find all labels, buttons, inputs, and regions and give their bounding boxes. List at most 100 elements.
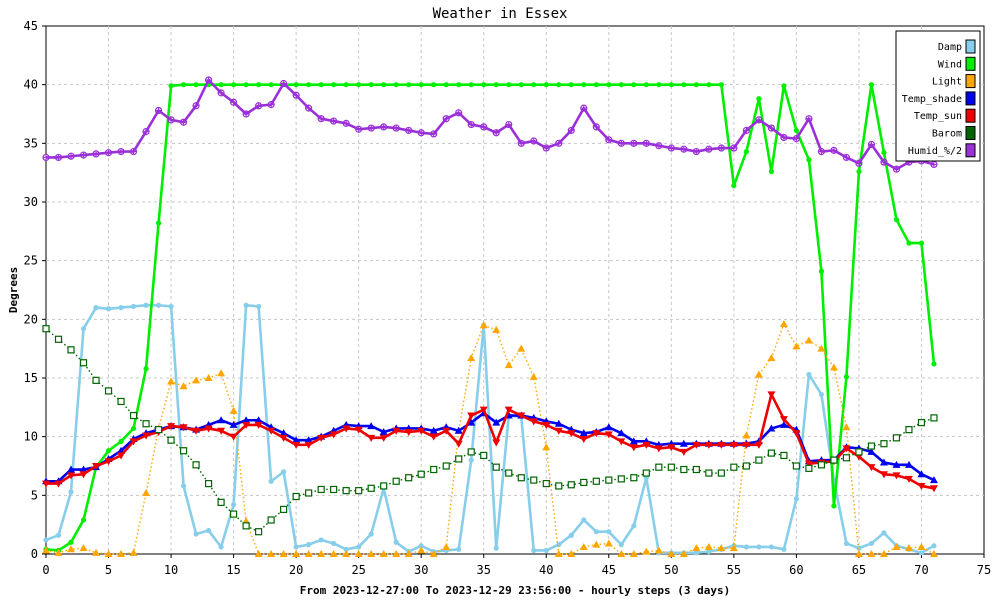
data-point-temp-sun xyxy=(592,430,601,438)
data-point-light xyxy=(729,544,738,552)
data-point-temp-shade xyxy=(429,426,438,434)
data-point-barom xyxy=(705,469,713,477)
data-point-wind xyxy=(693,82,699,88)
data-point-temp-sun xyxy=(142,432,151,440)
data-point-light xyxy=(429,550,438,557)
plot-area xyxy=(45,25,985,555)
legend-item-barom: Barom xyxy=(932,126,976,140)
x-tick-label: 25 xyxy=(351,563,365,577)
data-point-wind xyxy=(293,82,299,88)
x-tick-label: 65 xyxy=(852,563,866,577)
data-point-temp-sun xyxy=(804,460,813,468)
data-point-light xyxy=(917,542,926,550)
data-point-wind xyxy=(931,361,937,367)
series-layer xyxy=(42,76,938,557)
x-tick-label: 45 xyxy=(602,563,616,577)
data-point-temp-sun xyxy=(604,431,613,439)
data-point-barom xyxy=(280,505,288,514)
data-point-damp xyxy=(180,483,187,489)
data-point-barom xyxy=(54,335,63,343)
data-point-light xyxy=(704,542,713,550)
y-tick-label: 30 xyxy=(24,195,38,209)
data-point-temp-shade xyxy=(579,429,588,437)
legend-label: Temp_sun xyxy=(914,111,962,122)
data-point-wind xyxy=(481,82,487,88)
y-tick-label: 15 xyxy=(24,371,38,385)
data-point-wind xyxy=(756,96,762,102)
data-point-damp xyxy=(768,544,774,550)
data-point-barom xyxy=(417,470,425,478)
data-point-light xyxy=(304,550,313,557)
data-point-temp-shade xyxy=(292,436,301,444)
data-point-humid-2 xyxy=(204,76,213,84)
data-point-temp-sun xyxy=(292,441,301,449)
data-point-light xyxy=(742,431,751,439)
data-point-barom xyxy=(830,456,838,464)
data-point-damp xyxy=(618,542,624,548)
data-point-light xyxy=(692,544,701,552)
legend-label: Barom xyxy=(932,129,962,140)
data-point-humid-2 xyxy=(154,106,163,115)
data-point-damp xyxy=(593,529,599,535)
data-point-barom xyxy=(780,451,788,460)
data-point-barom xyxy=(805,464,813,472)
data-point-light xyxy=(404,550,413,557)
data-point-temp-shade xyxy=(604,423,613,431)
y-tick-label: 35 xyxy=(24,136,38,150)
data-point-humid-2 xyxy=(79,151,88,159)
data-point-damp xyxy=(218,544,224,550)
data-point-light xyxy=(754,370,763,378)
data-point-humid-2 xyxy=(892,165,901,173)
legend-item-wind: Wind xyxy=(938,56,976,71)
data-point-humid-2 xyxy=(692,147,700,156)
data-point-light xyxy=(542,443,551,451)
data-point-wind xyxy=(781,83,787,89)
legend-item-humid-2: Humid_%/2 xyxy=(908,143,976,158)
data-point-barom xyxy=(392,477,400,485)
data-point-humid-2 xyxy=(104,149,113,157)
data-point-light xyxy=(904,544,913,552)
data-point-temp-sun xyxy=(904,475,913,483)
data-point-barom xyxy=(355,487,363,495)
data-point-temp-sun xyxy=(779,416,788,424)
data-point-barom xyxy=(680,465,688,474)
data-point-temp-shade xyxy=(779,420,788,428)
y-tick-label: 40 xyxy=(24,78,38,92)
data-point-wind xyxy=(506,82,512,88)
data-point-humid-2 xyxy=(417,129,425,137)
data-point-light xyxy=(929,550,938,557)
data-point-wind xyxy=(218,82,224,88)
data-point-wind xyxy=(556,82,562,88)
data-point-barom xyxy=(655,463,663,471)
data-point-barom xyxy=(517,474,525,482)
data-point-barom xyxy=(567,481,575,489)
data-point-barom xyxy=(917,418,926,427)
data-point-light xyxy=(442,542,451,550)
data-point-humid-2 xyxy=(142,128,150,136)
data-point-wind xyxy=(256,82,262,88)
data-point-barom xyxy=(204,480,213,488)
data-point-wind xyxy=(806,157,812,163)
data-point-temp-sun xyxy=(67,472,76,480)
data-point-light xyxy=(567,550,576,557)
data-point-wind xyxy=(180,82,187,88)
data-point-wind xyxy=(331,82,337,88)
data-point-barom xyxy=(905,426,913,434)
data-point-wind xyxy=(793,127,800,134)
data-point-humid-2 xyxy=(555,139,563,147)
data-point-temp-sun xyxy=(542,421,551,429)
series-light xyxy=(42,320,938,557)
data-point-wind xyxy=(681,82,687,88)
data-point-barom xyxy=(817,461,826,469)
y-axis-label: Degrees xyxy=(7,267,20,313)
data-point-temp-sun xyxy=(342,425,351,433)
data-point-barom xyxy=(405,474,413,482)
series-temp-sun xyxy=(42,391,938,493)
data-point-light xyxy=(667,550,676,557)
legend-swatch xyxy=(965,56,976,71)
data-point-temp-sun xyxy=(317,434,326,442)
data-point-temp-shade xyxy=(304,436,313,444)
data-point-wind xyxy=(406,82,412,88)
data-point-barom xyxy=(92,376,100,384)
data-point-wind xyxy=(443,82,449,88)
